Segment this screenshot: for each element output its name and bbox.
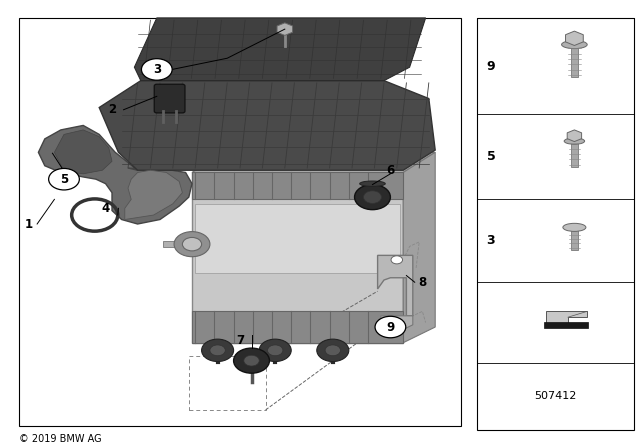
Circle shape [210, 345, 225, 356]
Bar [163, 241, 193, 247]
Bar [192, 172, 403, 199]
Circle shape [268, 345, 283, 356]
Polygon shape [134, 18, 426, 81]
Circle shape [325, 345, 340, 356]
Text: 1: 1 [25, 217, 33, 231]
Bar [477, 18, 634, 430]
Bar [19, 18, 461, 426]
Bar [571, 141, 577, 167]
Polygon shape [378, 255, 413, 316]
Text: 9: 9 [387, 320, 394, 334]
Text: 5: 5 [486, 150, 495, 164]
Ellipse shape [563, 223, 586, 231]
Circle shape [383, 318, 396, 327]
Circle shape [375, 316, 406, 338]
Polygon shape [99, 81, 435, 170]
Bar [543, 322, 589, 328]
Bar [189, 356, 266, 410]
Text: © 2019 BMW AG: © 2019 BMW AG [19, 434, 102, 444]
Circle shape [49, 168, 79, 190]
Ellipse shape [562, 41, 588, 48]
Bar [192, 172, 403, 343]
Text: 5: 5 [60, 172, 68, 186]
Bar [571, 228, 577, 250]
Bar [192, 311, 403, 343]
Polygon shape [403, 152, 435, 343]
Polygon shape [38, 125, 192, 224]
Text: 7: 7 [236, 334, 244, 347]
Ellipse shape [360, 181, 385, 186]
Circle shape [234, 348, 269, 373]
Text: 4: 4 [102, 202, 109, 215]
Polygon shape [125, 170, 182, 220]
Circle shape [182, 237, 202, 251]
Circle shape [391, 256, 403, 264]
Polygon shape [381, 316, 413, 328]
Ellipse shape [564, 138, 585, 144]
Circle shape [141, 59, 172, 80]
Text: 9: 9 [486, 60, 495, 73]
Polygon shape [192, 152, 435, 172]
Circle shape [364, 191, 381, 203]
Circle shape [259, 339, 291, 362]
Circle shape [202, 339, 234, 362]
Circle shape [317, 339, 349, 362]
Circle shape [174, 232, 210, 257]
Text: 3: 3 [153, 63, 161, 76]
FancyBboxPatch shape [154, 84, 185, 113]
Text: 8: 8 [419, 276, 426, 289]
Bar [195, 204, 400, 273]
Bar [571, 44, 579, 77]
Text: 2: 2 [108, 103, 116, 116]
Polygon shape [54, 130, 112, 174]
Text: 3: 3 [486, 234, 495, 247]
Circle shape [355, 185, 390, 210]
Text: 507412: 507412 [534, 392, 577, 401]
Polygon shape [545, 311, 588, 323]
Circle shape [244, 355, 259, 366]
Text: 6: 6 [387, 164, 394, 177]
